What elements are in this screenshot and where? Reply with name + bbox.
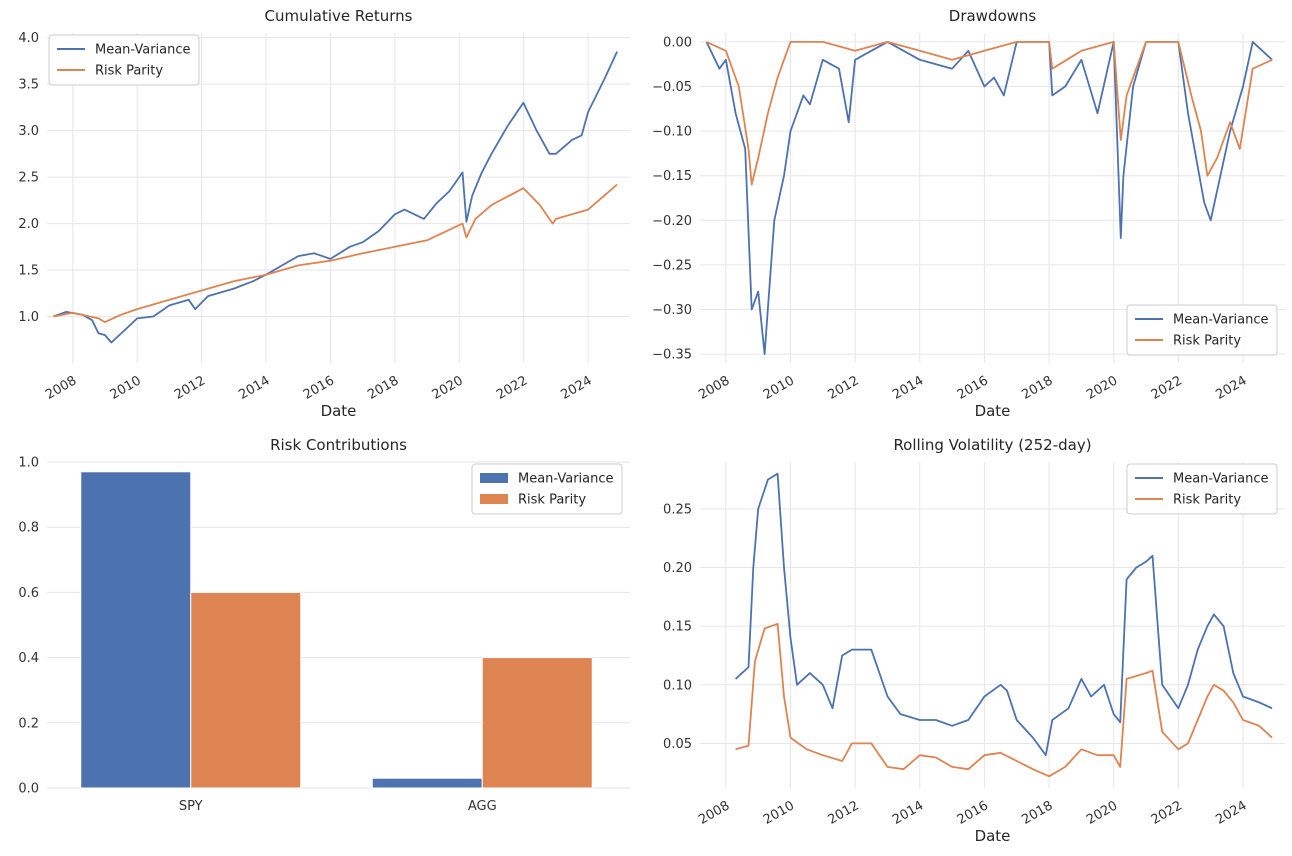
series-line-mean-variance: [53, 51, 618, 344]
y-tick-label: −0.05: [652, 80, 692, 95]
legend: Mean-Variance Risk Parity: [48, 34, 200, 86]
x-tick-label: 2024: [1213, 373, 1249, 403]
y-tick-label: 1.0: [18, 456, 39, 471]
x-tick-label: 2018: [1019, 798, 1055, 828]
legend-swatch: [480, 494, 508, 504]
x-tick-label: 2012: [826, 373, 862, 403]
y-tick-label: 1.0: [18, 310, 39, 325]
y-tick-label: 0.05: [663, 737, 692, 752]
x-tick-label: 2022: [1149, 373, 1185, 403]
series-line-mean-variance: [734, 472, 1273, 757]
x-tick-label: 2016: [301, 373, 337, 403]
y-tick-label: 3.5: [18, 78, 39, 93]
x-axis-label: Date: [321, 402, 357, 420]
legend: Mean-Variance Risk Parity: [471, 463, 623, 515]
x-tick-label: 2010: [761, 373, 797, 403]
y-tick-label: 4.0: [18, 31, 39, 46]
y-tick-label: 0.10: [663, 678, 692, 693]
legend: Mean-Variance Risk Parity: [1126, 463, 1278, 515]
y-tick-label: 0.4: [18, 651, 39, 666]
x-tick-label: 2012: [172, 373, 208, 403]
legend-entry: Mean-Variance: [1173, 313, 1269, 328]
legend-box: [1126, 463, 1278, 515]
x-tick-label: 2012: [826, 798, 862, 828]
y-tick-label: 0.6: [18, 586, 39, 601]
y-tick-label: −0.25: [652, 258, 692, 273]
legend-swatch: [480, 473, 508, 483]
x-tick-label: 2008: [696, 798, 732, 828]
legend-entry: Mean-Variance: [1173, 472, 1269, 487]
y-tick-label: 3.0: [18, 124, 39, 139]
y-tick-label: 0.8: [18, 521, 39, 536]
x-tick-label: 2018: [1019, 373, 1055, 403]
chart-panel-1: Cumulative Returns 1.0 1.5 2.0 2.5 3.0 3.5 4.0 2…: [18, 7, 630, 420]
x-tick-label: 2014: [236, 373, 272, 403]
y-tick-label: 0.0: [18, 782, 39, 797]
x-tick-label: 2022: [1149, 798, 1185, 828]
x-tick-label: 2024: [559, 373, 595, 403]
x-axis-label: Date: [975, 827, 1011, 845]
bar-agg-mean-variance: [371, 777, 483, 789]
x-tick-label: 2014: [890, 798, 926, 828]
bar-agg-risk-parity: [481, 657, 593, 789]
y-tick-label: 2.5: [18, 171, 39, 186]
legend-box: [1126, 304, 1278, 356]
legend-entry: Risk Parity: [1173, 334, 1241, 349]
legend-entry: Mean-Variance: [95, 43, 191, 58]
legend: Mean-Variance Risk Parity: [1126, 304, 1278, 356]
x-tick-label: 2020: [430, 373, 466, 403]
y-tick-label: 0.2: [18, 716, 39, 731]
legend-entry: Risk Parity: [1173, 493, 1241, 508]
chart-title: Rolling Volatility (252-day): [893, 436, 1091, 454]
series-line-risk-parity: [706, 41, 1273, 186]
x-tick-label: 2010: [108, 373, 144, 403]
chart-title: Risk Contributions: [270, 436, 407, 454]
legend-box: [48, 34, 200, 86]
x-tick-label: 2020: [1084, 798, 1120, 828]
legend-entry: Risk Parity: [95, 64, 163, 79]
x-axis-label: Date: [975, 402, 1011, 420]
series-line-risk-parity: [735, 622, 1273, 778]
x-tick-label: SPY: [179, 799, 203, 814]
y-tick-label: −0.15: [652, 169, 692, 184]
y-tick-label: 2.0: [18, 217, 39, 232]
y-tick-label: −0.35: [652, 348, 692, 363]
x-tick-label: 2014: [890, 373, 926, 403]
series-line-mean-variance: [705, 41, 1273, 356]
y-tick-label: 0.20: [663, 561, 692, 576]
legend-entry: Risk Parity: [518, 493, 586, 508]
chart-panel-2: Drawdowns 0.00 −0.05 −0.10 −0.15 −0.20 −0.25 −0…: [652, 7, 1285, 420]
y-tick-label: −0.10: [652, 125, 692, 140]
legend-entry: Mean-Variance: [518, 472, 614, 487]
x-tick-label: 2016: [955, 798, 991, 828]
y-tick-label: 0.25: [663, 502, 692, 517]
bar-spy-mean-variance: [80, 471, 192, 789]
x-tick-label: 2018: [365, 373, 401, 403]
y-tick-label: 0.15: [663, 620, 692, 635]
x-tick-label: 2008: [43, 373, 79, 403]
x-tick-label: 2020: [1084, 373, 1120, 403]
x-tick-label: 2010: [761, 798, 797, 828]
bar-spy-risk-parity: [190, 591, 302, 789]
legend-box: [471, 463, 623, 515]
y-tick-label: 0.00: [663, 35, 692, 50]
chart-panel-3: Risk Contributions 0.0 0.2 0.4 0.6 0.8 1.0 SPY A…: [18, 436, 630, 814]
chart-panel-4: Rolling Volatility (252-day) 0.05 0.10 0.15…: [663, 436, 1285, 845]
x-tick-label: AGG: [468, 799, 497, 814]
chart-title: Drawdowns: [949, 7, 1037, 25]
y-tick-label: 1.5: [18, 264, 39, 279]
x-tick-label: 2022: [494, 373, 530, 403]
x-tick-label: 2016: [955, 373, 991, 403]
y-tick-label: −0.20: [652, 214, 692, 229]
y-tick-label: −0.30: [652, 303, 692, 318]
x-tick-label: 2024: [1213, 798, 1249, 828]
x-tick-label: 2008: [696, 373, 732, 403]
chart-title: Cumulative Returns: [265, 7, 413, 25]
series-line-risk-parity: [53, 183, 618, 324]
